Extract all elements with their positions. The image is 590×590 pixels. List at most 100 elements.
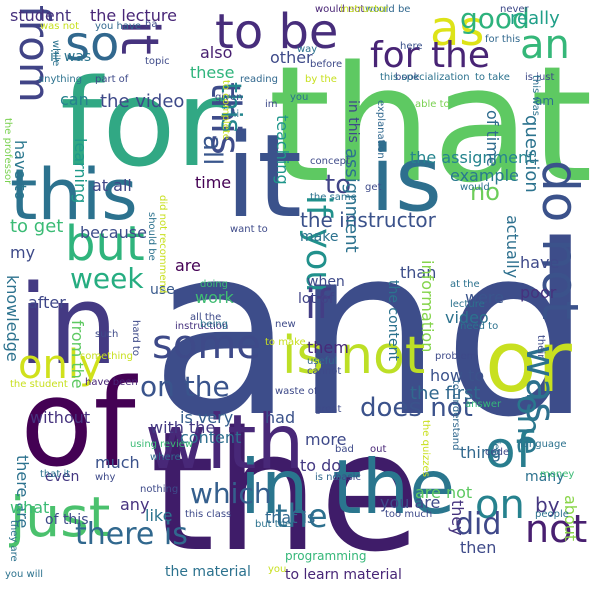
cloud-word: people [535, 509, 569, 520]
cloud-word: doing [200, 279, 228, 290]
cloud-word: are [175, 256, 201, 275]
cloud-word: at all [92, 176, 132, 195]
cloud-word: reading [240, 74, 278, 85]
cloud-word: are not [415, 483, 473, 502]
cloud-word: they are [8, 520, 19, 562]
cloud-word: that it [40, 469, 71, 480]
cloud-word: to make [265, 337, 306, 348]
cloud-word: then [460, 538, 497, 557]
cloud-word: hi [230, 109, 240, 120]
cloud-word: where [150, 452, 181, 463]
cloud-word: of this [45, 512, 89, 528]
cloud-word: such [95, 329, 119, 340]
cloud-word: the [150, 396, 421, 588]
cloud-word: lecture [450, 299, 485, 310]
cloud-word: any [120, 495, 150, 514]
cloud-word: to get [10, 216, 64, 237]
cloud-word: can [60, 90, 89, 109]
cloud-word: is [370, 127, 442, 232]
cloud-word: when [307, 274, 345, 290]
cloud-word: to be [215, 4, 339, 60]
cloud-word: at the [450, 279, 480, 290]
cloud-word: want to [230, 224, 268, 235]
cloud-word: knowledge [3, 275, 22, 362]
cloud-word: example [450, 166, 519, 185]
cloud-word: you are [380, 493, 441, 512]
cloud-word: thing [460, 443, 502, 462]
cloud-word: because [80, 223, 147, 242]
cloud-word: few [490, 440, 501, 458]
cloud-word: even [45, 469, 80, 485]
cloud-word: after [28, 293, 66, 312]
cloud-word: using [130, 439, 158, 450]
cloud-word: only [18, 342, 103, 388]
cloud-word: would [460, 182, 490, 193]
cloud-word: with [145, 398, 305, 486]
cloud-word: their [535, 335, 546, 359]
cloud-word: the video [100, 91, 185, 112]
cloud-word: in the [240, 443, 456, 531]
cloud-word: concept [310, 156, 350, 167]
cloud-word: no [470, 178, 500, 206]
cloud-word: some [152, 322, 261, 368]
cloud-word: or [485, 313, 572, 412]
cloud-word: these [190, 63, 235, 82]
cloud-word: useful [307, 356, 338, 367]
cloud-word: is no [315, 472, 339, 483]
cloud-word: so [65, 16, 120, 72]
cloud-word: the [275, 497, 328, 535]
cloud-word: ha [145, 19, 158, 30]
cloud-word: without [30, 408, 91, 427]
cloud-word: problem [435, 351, 477, 362]
cloud-word: which [190, 477, 272, 510]
cloud-word: money [540, 469, 575, 480]
cloud-word: never [500, 4, 529, 15]
cloud-word: them [307, 338, 349, 357]
cloud-word: student [10, 6, 72, 25]
cloud-word: im [265, 99, 278, 110]
cloud-word: is not [282, 326, 426, 386]
cloud-word: book [395, 72, 420, 83]
cloud-word: as [430, 1, 485, 57]
cloud-word: of [485, 421, 534, 479]
cloud-word: an [520, 22, 570, 68]
cloud-word: would not [315, 4, 365, 15]
cloud-word: the quizzes [420, 420, 431, 477]
cloud-word: should be [146, 212, 157, 261]
cloud-word: of time [483, 110, 502, 167]
cloud-word: week [70, 262, 144, 295]
cloud-word: but the [255, 519, 292, 530]
cloud-word: information [418, 260, 437, 353]
cloud-word: than [400, 263, 437, 282]
cloud-word: like [145, 506, 173, 525]
cloud-word: many [525, 469, 565, 485]
cloud-word: review [160, 439, 194, 450]
cloud-word: time [195, 173, 232, 192]
cloud-word: you will [5, 569, 44, 580]
cloud-word: is very [180, 408, 234, 427]
cloud-word: the instructor [300, 208, 436, 232]
cloud-word: explanation [375, 100, 386, 159]
cloud-word: have been [85, 377, 138, 388]
cloud-word: able to [415, 99, 450, 110]
cloud-word: was not [40, 21, 80, 32]
cloud-word: being [200, 319, 228, 330]
cloud-word: lot of [298, 291, 334, 307]
cloud-word: code [485, 447, 510, 458]
cloud-word: new [275, 319, 296, 330]
cloud-word: the student [10, 379, 68, 390]
cloud-word: in this [345, 100, 361, 143]
cloud-word: other [270, 48, 313, 67]
cloud-word: waste of [275, 386, 318, 397]
cloud-word: by the [305, 74, 337, 85]
cloud-word: much [95, 453, 140, 472]
cloud-word: also [200, 43, 233, 62]
cloud-word: with the [150, 418, 216, 437]
cloud-word: the material [165, 564, 251, 580]
cloud-word: why [95, 472, 116, 483]
cloud-word: language [520, 439, 567, 450]
cloud-word: great [315, 404, 342, 415]
cloud-word: to take [475, 72, 510, 83]
cloud-word: way [297, 44, 318, 55]
